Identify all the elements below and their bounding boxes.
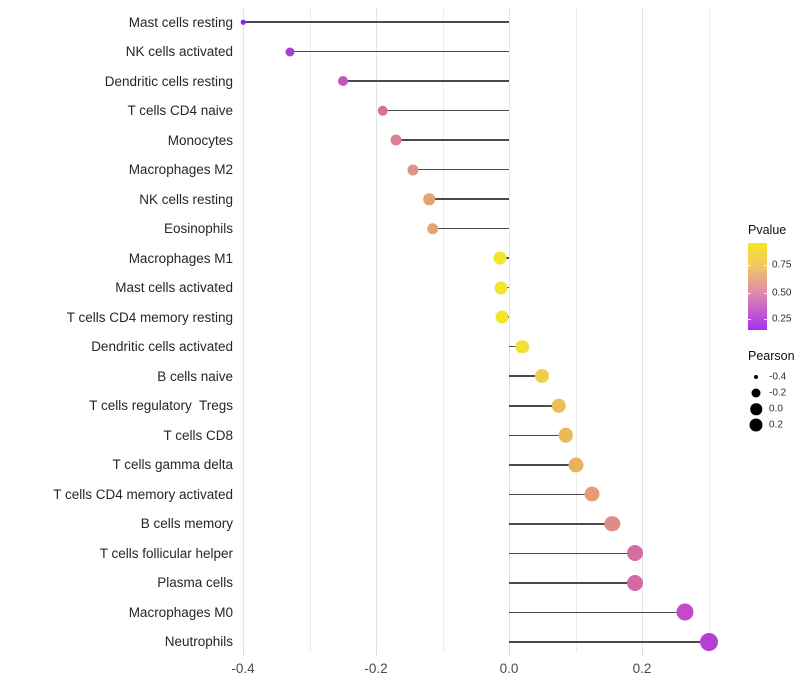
size-legend-dot xyxy=(749,418,763,432)
data-point-dot xyxy=(337,76,348,87)
colorbar-tick-mark xyxy=(764,265,767,266)
size-legend-label: 0.0 xyxy=(769,403,783,415)
gridline-major xyxy=(509,8,510,652)
pvalue-colorbar xyxy=(748,243,767,330)
lollipop-stem xyxy=(243,21,509,23)
data-point-dot xyxy=(426,222,439,235)
data-point-dot xyxy=(407,164,419,176)
gridline-minor xyxy=(442,8,444,652)
lollipop-stem xyxy=(509,582,636,584)
x-axis-tick xyxy=(243,652,244,656)
colorbar-tick-label: 0.25 xyxy=(772,313,792,325)
x-axis-tick xyxy=(376,652,377,656)
category-label: B cells memory xyxy=(140,516,233,532)
size-legend-dot xyxy=(750,403,762,415)
category-label: T cells gamma delta xyxy=(112,457,233,473)
size-legend-dot xyxy=(754,375,758,379)
colorbar-tick-mark xyxy=(764,319,767,321)
category-label: Monocytes xyxy=(167,132,233,148)
lollipop-stem xyxy=(509,611,686,614)
category-label: T cells CD8 xyxy=(163,427,233,443)
category-label: Mast cells activated xyxy=(115,280,233,296)
data-point-dot xyxy=(515,339,530,354)
category-label: Macrophages M1 xyxy=(128,250,233,266)
category-label: Dendritic cells activated xyxy=(91,339,233,355)
colorbar-tick-mark xyxy=(764,293,767,295)
x-axis-tick xyxy=(642,652,643,656)
lollipop-stem xyxy=(289,50,509,53)
category-label: Plasma cells xyxy=(157,575,233,591)
gridline-major xyxy=(376,8,377,652)
data-point-dot xyxy=(390,134,402,146)
data-point-dot xyxy=(676,603,694,621)
category-label: T cells CD4 memory resting xyxy=(66,309,233,325)
category-label: T cells CD4 naive xyxy=(127,103,233,119)
data-point-dot xyxy=(240,19,246,25)
gridline-major xyxy=(642,8,643,652)
lollipop-stem xyxy=(509,434,566,437)
data-point-dot xyxy=(627,545,644,562)
category-label: NK cells activated xyxy=(125,44,233,60)
x-axis-tick-label: -0.2 xyxy=(364,661,388,676)
lollipop-stem xyxy=(509,552,636,555)
colorbar-tick-mark xyxy=(748,293,751,295)
data-point-dot xyxy=(495,310,509,324)
category-label: T cells regulatory Tregs xyxy=(89,398,233,414)
pvalue-legend-title: Pvalue xyxy=(748,223,787,237)
lollipop-stem xyxy=(509,523,613,525)
x-axis-tick-label: 0.0 xyxy=(499,661,519,676)
colorbar-tick-mark xyxy=(748,319,751,321)
data-point-dot xyxy=(493,251,507,265)
gridline-minor xyxy=(708,8,710,652)
data-point-dot xyxy=(568,457,583,473)
size-legend-label: -0.2 xyxy=(769,387,787,399)
category-label: T cells follicular helper xyxy=(99,545,233,561)
pearson-legend-title: Pearson xyxy=(748,349,795,363)
x-axis-tick-label: -0.4 xyxy=(231,661,255,676)
data-point-dot xyxy=(377,105,388,116)
lollipop-stem xyxy=(382,109,509,112)
lollipop-stem xyxy=(509,405,559,407)
lollipop-stem xyxy=(432,227,509,230)
lollipop-stem xyxy=(412,168,509,171)
data-point-dot xyxy=(584,486,600,502)
gridline-minor xyxy=(575,8,577,652)
colorbar-tick-mark xyxy=(748,265,751,266)
category-label: Mast cells resting xyxy=(128,14,233,30)
data-point-dot xyxy=(535,369,550,384)
size-legend-label: 0.2 xyxy=(769,419,783,431)
category-label: Macrophages M0 xyxy=(128,604,233,620)
data-point-dot xyxy=(558,428,573,443)
lollipop-stem xyxy=(509,641,709,643)
lollipop-stem xyxy=(509,493,593,496)
colorbar-tick-label: 0.50 xyxy=(772,287,792,299)
category-label: NK cells resting xyxy=(139,191,233,207)
gridline-minor xyxy=(309,8,311,652)
colorbar-tick-label: 0.75 xyxy=(772,259,792,271)
gridline-major xyxy=(243,8,244,652)
data-point-dot xyxy=(627,574,644,591)
lollipop-stem xyxy=(509,464,576,466)
data-point-dot xyxy=(423,193,435,205)
data-point-dot xyxy=(494,281,508,295)
category-label: Neutrophils xyxy=(164,634,233,650)
category-label: Eosinophils xyxy=(163,221,233,237)
size-legend-dot xyxy=(751,388,761,398)
lollipop-stem xyxy=(429,198,509,200)
lollipop-stem xyxy=(395,139,509,141)
category-label: Macrophages M2 xyxy=(128,162,233,178)
x-axis-tick xyxy=(509,652,510,656)
data-point-dot xyxy=(285,47,295,57)
data-point-dot xyxy=(604,516,620,532)
category-label: T cells CD4 memory activated xyxy=(53,486,233,502)
data-point-dot xyxy=(699,632,718,651)
lollipop-stem xyxy=(509,375,543,377)
category-label: B cells naive xyxy=(157,368,233,384)
size-legend-label: -0.4 xyxy=(769,371,787,383)
lollipop-stem xyxy=(342,80,509,82)
x-axis-tick-label: 0.2 xyxy=(632,661,652,676)
data-point-dot xyxy=(551,398,567,413)
category-label: Dendritic cells resting xyxy=(104,73,233,89)
